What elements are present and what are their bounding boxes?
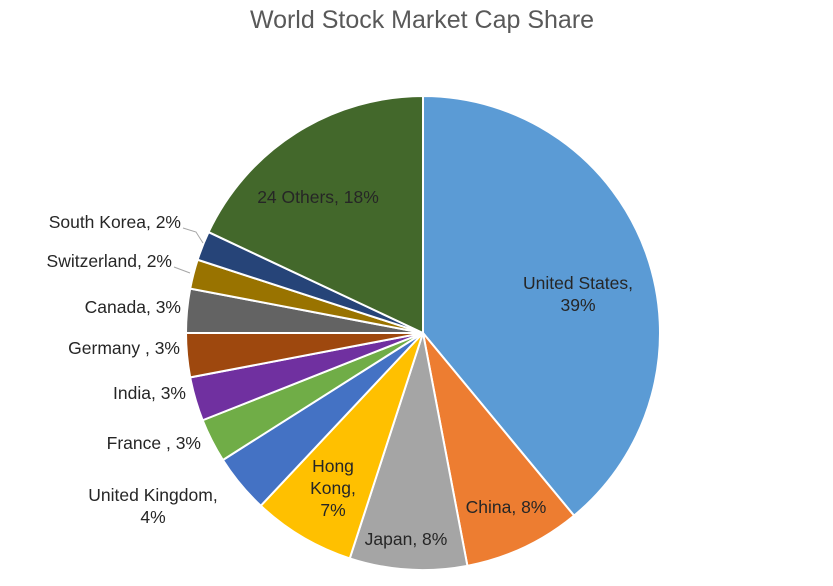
slice-label-united-states: United States, 39% [523, 273, 633, 315]
pie-slice-japan [348, 332, 469, 571]
slice-label-south-korea: South Korea, 2% [49, 212, 181, 232]
leader-lines [173, 227, 204, 274]
slice-label-france: France , 3% [107, 433, 201, 453]
slice-label-japan: Japan, 8% [365, 529, 448, 549]
slice-label-united-kingdom: United Kingdom, 4% [88, 485, 217, 527]
pie-slice-united-states [422, 94, 661, 518]
pie-slice-24-others [207, 94, 424, 335]
slice-label-switzerland: Switzerland, 2% [47, 251, 172, 271]
slice-label-24-others: 24 Others, 18% [257, 187, 379, 207]
leader-line [182, 227, 204, 244]
leader-line [173, 266, 191, 274]
chart-title: World Stock Market Cap Share [250, 6, 594, 34]
slice-label-germany: Germany , 3% [68, 338, 180, 358]
pie-slice-hong-kong [259, 332, 424, 560]
slice-label-canada: Canada, 3% [85, 297, 181, 317]
slice-label-india: India, 3% [113, 383, 186, 403]
pie-slices [184, 94, 661, 571]
pie-slice-china [422, 332, 576, 567]
slice-label-china: China, 8% [466, 497, 547, 517]
slice-labels: United States, 39% China, 8% Japan, 8% Hong K… [47, 187, 633, 549]
slice-label-hong-kong: Hong Kong, 7% [310, 456, 356, 520]
